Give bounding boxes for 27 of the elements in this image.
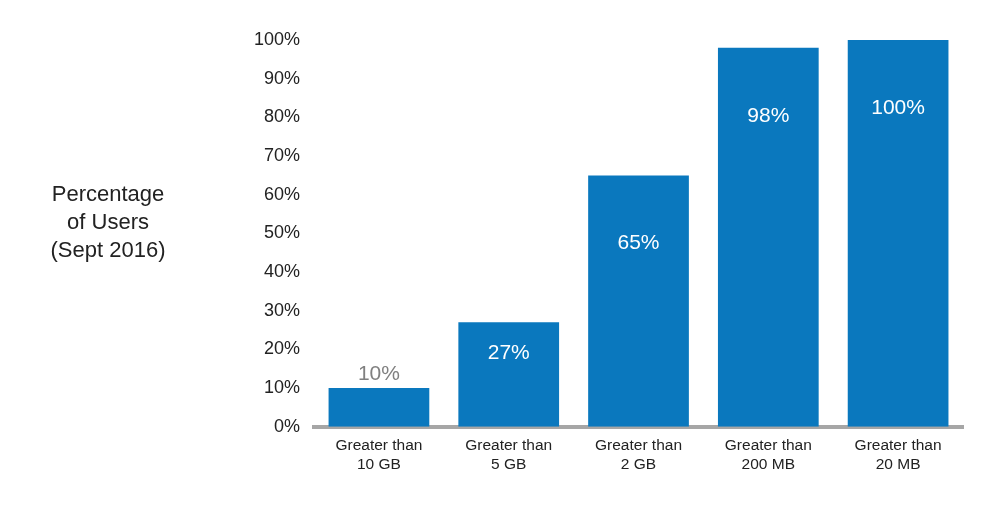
y-tick-label: 40% [264, 261, 301, 282]
data-label: 10% [357, 361, 400, 385]
y-tick-label: 60% [264, 183, 301, 204]
bar [458, 322, 560, 427]
y-tick-label: 0% [274, 415, 301, 436]
x-tick-label: Greater than 5 GB [465, 436, 553, 472]
bar [328, 388, 430, 427]
y-tick-label: 90% [264, 67, 301, 88]
bar [588, 175, 689, 427]
data-label: 27% [487, 340, 530, 364]
x-tick-label: Greater than 20 MB [854, 436, 942, 472]
y-tick-label: 70% [264, 145, 301, 166]
data-label: 100% [871, 94, 925, 118]
y-tick-label: 10% [264, 377, 301, 398]
y-tick-label: 50% [264, 222, 301, 243]
bar [847, 40, 949, 427]
y-tick-label: 20% [264, 338, 301, 359]
x-tick-label: Greater than 2 GB [595, 436, 683, 472]
data-label: 98% [747, 102, 790, 126]
x-tick-label: Greater than 10 GB [335, 436, 423, 472]
y-tick-label: 30% [264, 299, 301, 320]
data-label: 65% [617, 230, 660, 254]
y-tick-label: 80% [264, 106, 301, 127]
x-tick-label: Greater than 200 MB [724, 436, 812, 472]
y-axis-title: Percentage of Users (Sept 2016) [50, 181, 166, 263]
bar [717, 47, 819, 427]
y-tick-label: 100% [253, 28, 301, 49]
